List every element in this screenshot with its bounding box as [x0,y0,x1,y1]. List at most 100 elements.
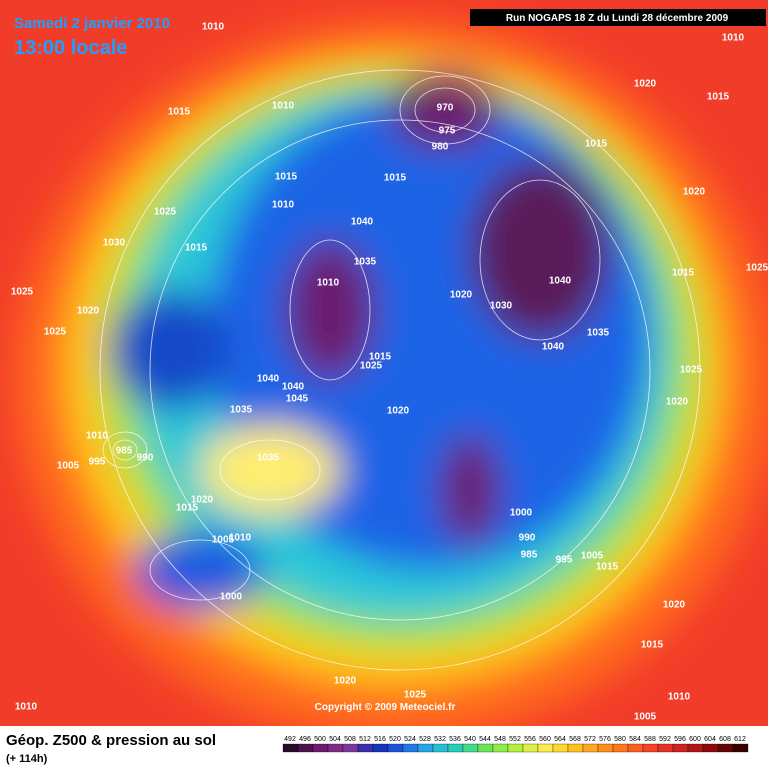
scale-label: 544 [479,736,491,743]
pressure-label: 1020 [191,495,214,506]
time: 13:00 locale [14,37,127,59]
pressure-label: 1020 [77,306,100,317]
scale-cell [342,743,359,753]
pressure-label: 1015 [275,172,298,183]
pressure-label: 1015 [585,139,608,150]
scale-cell [552,743,569,753]
scale-label: 564 [554,736,566,743]
pressure-label: 1025 [746,263,768,274]
footer-title: Géop. Z500 & pression au sol [6,732,216,749]
pressure-label: 1010 [202,22,225,33]
pressure-label: 1020 [663,600,686,611]
pressure-label: 1000 [220,592,243,603]
pressure-label: 1015 [672,268,695,279]
scale-label: 608 [719,736,731,743]
pressure-label: 995 [556,555,573,566]
pressure-label: 1010 [272,101,295,112]
scale-label: 516 [374,736,386,743]
scale-label: 504 [329,736,341,743]
pressure-label: 1015 [185,243,208,254]
scale-cell [582,743,599,753]
scale-label: 508 [344,736,356,743]
scale-cell [507,743,524,753]
pressure-label: 1005 [212,535,235,546]
pressure-label: 1010 [229,533,252,544]
pressure-label: 1015 [168,107,191,118]
pressure-label: 1035 [587,328,610,339]
pressure-label: 1040 [549,276,572,287]
scale-label: 596 [674,736,686,743]
run-info: Run NOGAPS 18 Z du Lundi 28 décembre 200… [506,13,729,24]
pressure-label: 1010 [272,200,295,211]
scale-label: 572 [584,736,596,743]
scale-cell [702,743,719,753]
scale-cell [387,743,404,753]
scale-cell [612,743,629,753]
scale-cell [462,743,479,753]
scale-label: 548 [494,736,506,743]
scale-cell [357,743,374,753]
pressure-label: 1015 [384,173,407,184]
scale-label: 568 [569,736,581,743]
scale-cell [327,743,344,753]
scale-label: 576 [599,736,611,743]
pressure-label: 1020 [450,290,473,301]
scale-label: 592 [659,736,671,743]
pressure-label: 1005 [581,551,604,562]
pressure-label: 1020 [683,187,706,198]
copyright: Copyright © 2009 Meteociel.fr [315,702,456,713]
scale-cell [672,743,689,753]
scale-label: 588 [644,736,656,743]
scale-cell [372,743,389,753]
pressure-label: 1035 [257,453,280,464]
pressure-label: 1020 [334,676,357,687]
scale-cell [567,743,584,753]
scale-cell [597,743,614,753]
scale-cell [432,743,449,753]
footer-lead: (+ 114h) [6,753,48,765]
pressure-label: 1025 [154,207,177,218]
scale-label: 492 [284,736,296,743]
scale-cell [627,743,644,753]
pressure-label: 1040 [282,382,305,393]
pressure-label: 1025 [44,327,67,338]
scale-cell [402,743,419,753]
pressure-label: 1020 [666,397,689,408]
scale-cell [717,743,734,753]
pressure-label: 1040 [542,342,565,353]
scale-cell [312,743,329,753]
pressure-label: 1010 [722,33,745,44]
scale-label: 556 [524,736,536,743]
pressure-label: 1035 [354,257,377,268]
pressure-label: 1025 [680,365,703,376]
pressure-label: 1035 [230,405,253,416]
color-scale: 492 496 500 504 508 512 516 520 524 528 532 536 540 5… [282,736,749,753]
pressure-label: 975 [439,126,456,137]
pressure-label: 985 [116,446,133,457]
pressure-label: 1030 [490,301,513,312]
pressure-label: 1025 [360,361,383,372]
date: Samedi 2 janvier 2010 [14,15,170,32]
map-background [0,0,768,740]
scale-label: 580 [614,736,626,743]
pressure-label: 1010 [86,431,109,442]
scale-label: 560 [539,736,551,743]
pressure-label: 990 [137,453,154,464]
pressure-label: 1045 [286,394,309,405]
scale-label: 532 [434,736,446,743]
pressure-label: 1010 [668,692,691,703]
pressure-label: 1015 [369,352,392,363]
pressure-label: 1025 [404,690,427,701]
scale-label: 536 [449,736,461,743]
scale-label: 612 [734,736,746,743]
scale-cell [297,743,314,753]
pressure-label: 1015 [176,503,199,514]
pressure-label: 1000 [510,508,533,519]
pressure-label: 980 [432,142,449,153]
scale-cell [687,743,704,753]
scale-cell [522,743,539,753]
pressure-label: 1005 [634,712,657,723]
scale-label: 604 [704,736,716,743]
pressure-label: 1020 [634,79,657,90]
scale-cell [477,743,494,753]
